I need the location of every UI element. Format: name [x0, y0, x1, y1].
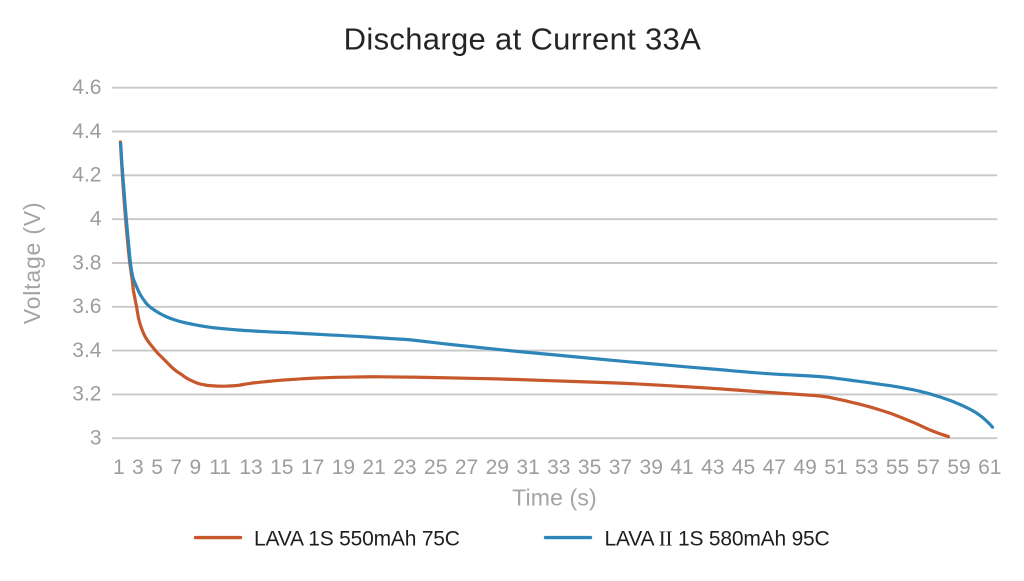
svg-text:35: 35 [578, 456, 601, 479]
svg-text:4: 4 [90, 208, 102, 231]
svg-text:5: 5 [151, 456, 163, 479]
svg-text:29: 29 [486, 456, 509, 479]
svg-text:Time (s): Time (s) [512, 485, 597, 511]
svg-text:LAVA 1S 550mAh 75C: LAVA 1S 550mAh 75C [254, 527, 460, 550]
svg-text:17: 17 [301, 456, 324, 479]
svg-text:4.6: 4.6 [72, 76, 101, 99]
svg-text:4.4: 4.4 [72, 120, 102, 143]
svg-text:27: 27 [455, 456, 478, 479]
svg-text:53: 53 [855, 456, 878, 479]
svg-text:61: 61 [978, 456, 1001, 479]
svg-text:13: 13 [239, 456, 262, 479]
svg-text:4.2: 4.2 [72, 164, 101, 187]
svg-text:7: 7 [170, 456, 182, 479]
svg-text:LAVA II 1S 580mAh 95C: LAVA II 1S 580mAh 95C [605, 526, 830, 550]
svg-text:33: 33 [547, 456, 570, 479]
svg-text:23: 23 [393, 456, 416, 479]
svg-text:41: 41 [670, 456, 693, 479]
svg-text:49: 49 [793, 456, 816, 479]
svg-text:3.8: 3.8 [72, 251, 101, 274]
svg-text:21: 21 [362, 456, 385, 479]
svg-text:47: 47 [763, 456, 786, 479]
svg-text:3.4: 3.4 [72, 339, 102, 362]
svg-text:19: 19 [332, 456, 355, 479]
svg-text:Voltage (V): Voltage (V) [19, 202, 45, 325]
svg-text:3.2: 3.2 [72, 383, 101, 406]
svg-text:43: 43 [701, 456, 724, 479]
svg-text:39: 39 [640, 456, 663, 479]
svg-text:51: 51 [824, 456, 847, 479]
svg-text:59: 59 [947, 456, 970, 479]
svg-text:3.6: 3.6 [72, 295, 101, 318]
svg-text:25: 25 [424, 456, 447, 479]
svg-text:3: 3 [90, 427, 102, 450]
svg-text:9: 9 [189, 456, 201, 479]
svg-text:57: 57 [917, 456, 940, 479]
svg-text:15: 15 [270, 456, 293, 479]
svg-text:31: 31 [516, 456, 539, 479]
svg-text:1: 1 [113, 456, 125, 479]
svg-text:Discharge at Current 33A: Discharge at Current 33A [344, 21, 701, 56]
svg-text:45: 45 [732, 456, 755, 479]
svg-text:11: 11 [209, 456, 231, 479]
svg-text:55: 55 [886, 456, 909, 479]
svg-text:3: 3 [132, 456, 144, 479]
svg-text:37: 37 [609, 456, 632, 479]
